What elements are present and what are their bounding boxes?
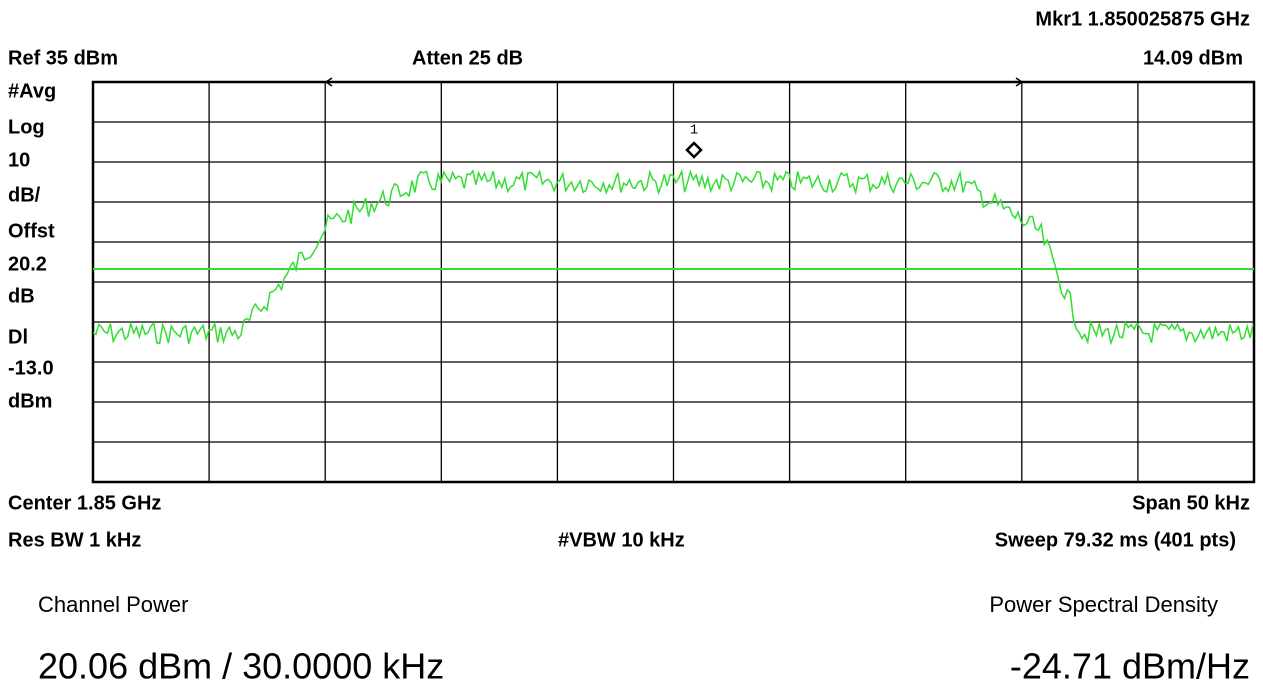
side-label: 20.2 [8, 253, 47, 275]
side-label: dB/ [8, 184, 41, 206]
side-label: -13.0 [8, 357, 54, 379]
side-label: Dl [8, 326, 28, 348]
side-label: dB [8, 285, 35, 307]
marker-level: 14.09 dBm [1143, 47, 1243, 69]
side-label: 10 [8, 149, 30, 171]
marker-diamond [685, 141, 703, 159]
channel-bracket [324, 77, 1024, 87]
side-label: #Avg [8, 80, 56, 102]
span: Span 50 kHz [1132, 492, 1250, 514]
sweep: Sweep 79.32 ms (401 pts) [995, 529, 1236, 551]
trace [92, 168, 1254, 346]
res-bw: Res BW 1 kHz [8, 529, 141, 551]
side-label: Log [8, 116, 45, 138]
side-labels: #Avg Log 10 dB/Offst 20.2 dB Dl -13.0 dBm [8, 80, 56, 412]
side-label: Offst [8, 220, 55, 242]
attenuation: Atten 25 dB [412, 47, 523, 69]
vbw: #VBW 10 kHz [558, 529, 685, 551]
graticule [93, 82, 1254, 482]
side-label: dBm [8, 390, 52, 412]
center-freq: Center 1.85 GHz [8, 492, 161, 514]
marker-number: 1 [690, 123, 698, 139]
channel-power-value: 20.06 dBm / 30.0000 kHz [38, 646, 444, 687]
marker-readout: Mkr1 1.850025875 GHz [1035, 8, 1250, 30]
channel-power-label: Channel Power [38, 592, 188, 617]
psd-value: -24.71 dBm/Hz [1010, 646, 1250, 687]
ref-level: Ref 35 dBm [8, 47, 118, 69]
psd-label: Power Spectral Density [989, 592, 1218, 617]
